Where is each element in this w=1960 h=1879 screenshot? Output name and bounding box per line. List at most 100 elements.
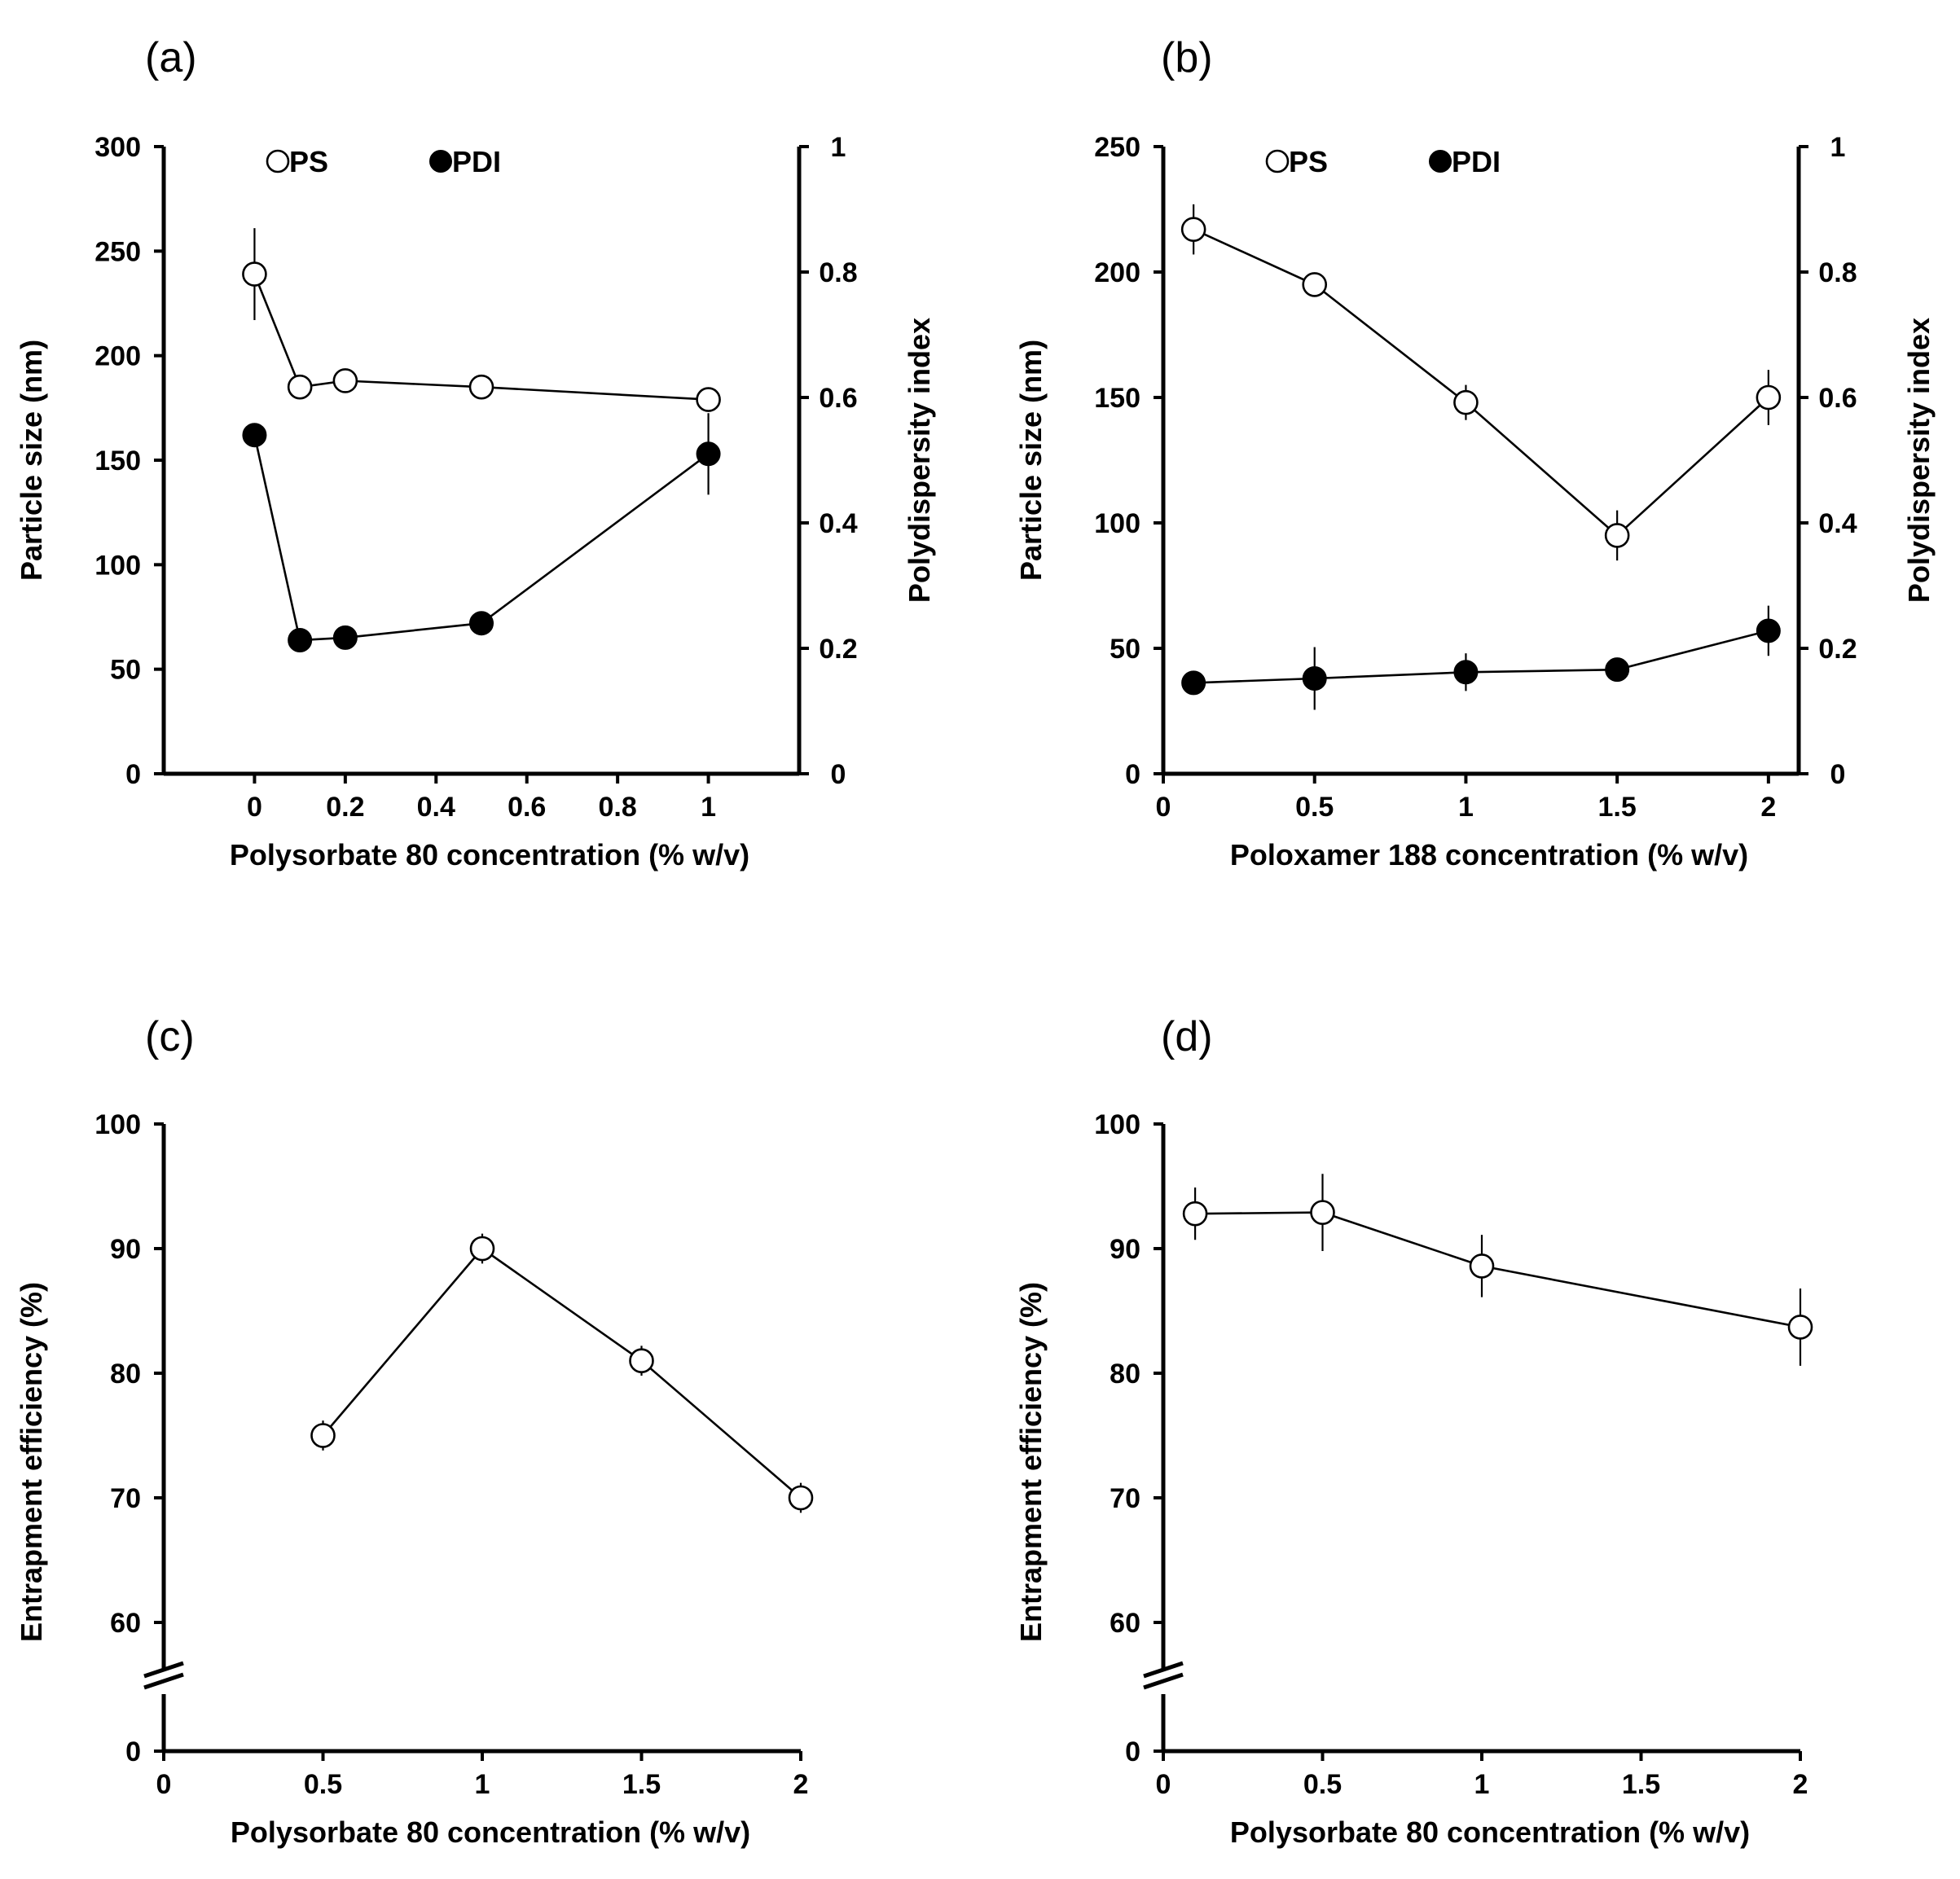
data-point-ee bbox=[1182, 1201, 1208, 1227]
x-tick-label: 0.8 bbox=[599, 792, 637, 823]
x-tick-label: 1.5 bbox=[1598, 792, 1637, 823]
y-tick-label: 90 bbox=[110, 1234, 141, 1265]
y-right-tick-label: 0.8 bbox=[1818, 257, 1857, 288]
data-point-pdi bbox=[696, 441, 721, 467]
x-tick-label: 1 bbox=[1458, 792, 1474, 823]
x-tick-label: 0 bbox=[156, 1769, 172, 1800]
data-point-ee bbox=[629, 1348, 654, 1373]
series-line-ee bbox=[322, 1247, 802, 1499]
data-point-ps bbox=[1180, 217, 1206, 242]
x-axis-title: Polysorbate 80 concentration (% w/v) bbox=[231, 1815, 750, 1849]
data-point-pdi bbox=[332, 625, 358, 650]
y-right-tick-label: 0.8 bbox=[819, 257, 857, 288]
y-tick-label: 80 bbox=[110, 1359, 141, 1389]
series-line-ee bbox=[1195, 1211, 1801, 1328]
legend-marker bbox=[266, 149, 290, 173]
y-tick-label: 0 bbox=[1125, 1736, 1140, 1767]
y-tick-label: 60 bbox=[110, 1608, 141, 1639]
y-tick-label: 100 bbox=[1094, 1109, 1140, 1140]
axis-break-mark bbox=[143, 1672, 184, 1690]
legend-marker bbox=[1265, 149, 1290, 173]
data-point-pdi bbox=[1605, 657, 1630, 683]
x-tick-label: 2 bbox=[1793, 1769, 1808, 1800]
x-tick-label: 1 bbox=[475, 1769, 490, 1800]
x-tick-label: 1.5 bbox=[622, 1769, 661, 1800]
data-point-ps bbox=[696, 387, 721, 412]
y-tick-label: 100 bbox=[94, 1109, 141, 1140]
x-axis-title: Poloxamer 188 concentration (% w/v) bbox=[1230, 838, 1748, 871]
panel-label: (b) bbox=[1161, 34, 1213, 81]
series-line-pdi bbox=[253, 434, 710, 642]
y-right-tick-label: 0.6 bbox=[1818, 383, 1857, 414]
data-point-pdi bbox=[1302, 665, 1327, 691]
data-point-ee bbox=[310, 1423, 336, 1448]
x-tick-label: 0 bbox=[247, 792, 262, 823]
data-point-ps bbox=[1756, 384, 1782, 410]
data-point-ps bbox=[332, 368, 358, 393]
data-point-ps bbox=[242, 261, 267, 287]
y-tick-label: 200 bbox=[94, 341, 141, 372]
y-tick-label: 100 bbox=[94, 550, 141, 581]
series-line-pdi bbox=[1193, 630, 1769, 684]
y-tick-label: 70 bbox=[1110, 1483, 1140, 1514]
legend-marker bbox=[429, 150, 452, 173]
panel-label: (d) bbox=[1161, 1013, 1213, 1060]
y-tick-label: 70 bbox=[110, 1483, 141, 1514]
x-tick-label: 0.6 bbox=[508, 792, 546, 823]
y-right-tick-label: 1 bbox=[831, 132, 846, 163]
y-tick-label: 150 bbox=[94, 446, 141, 476]
legend-label: PS bbox=[1289, 145, 1328, 178]
y-axis-right-title: Polydispersity index bbox=[903, 318, 936, 603]
x-tick-label: 0.5 bbox=[1295, 792, 1334, 823]
legend-marker bbox=[1429, 150, 1452, 173]
y-right-tick-label: 0.4 bbox=[819, 508, 857, 539]
chart-panel-b: (b) 0 50 100 150 200 250 0 0.2 0.4 0.6 0.8 1 0 0.5 1 1.5… bbox=[1014, 34, 1936, 871]
panel-label: (c) bbox=[145, 1013, 195, 1060]
axis-break-mark bbox=[1143, 1661, 1184, 1679]
data-point-pdi bbox=[242, 423, 267, 448]
x-tick-label: 0.5 bbox=[1303, 1769, 1342, 1800]
y-axis-title: Particle size (nm) bbox=[15, 340, 48, 581]
panel-label: (a) bbox=[145, 34, 197, 81]
y-tick-label: 200 bbox=[1094, 257, 1140, 288]
data-point-ee bbox=[1787, 1315, 1813, 1340]
x-tick-label: 2 bbox=[1760, 792, 1776, 823]
data-point-pdi bbox=[1453, 660, 1479, 685]
x-tick-label: 1 bbox=[701, 792, 716, 823]
data-point-ee bbox=[1310, 1200, 1335, 1225]
y-tick-label: 0 bbox=[125, 1736, 141, 1767]
data-point-ee bbox=[469, 1236, 495, 1262]
series-line-ps bbox=[1193, 228, 1769, 538]
data-point-ee bbox=[1469, 1253, 1495, 1279]
y-right-tick-label: 0.6 bbox=[819, 383, 857, 414]
x-tick-label: 0 bbox=[1156, 792, 1171, 823]
legend-label: PDI bbox=[452, 145, 501, 178]
y-axis-title: Entrapment efficiency (%) bbox=[15, 1282, 48, 1642]
data-point-ee bbox=[788, 1485, 814, 1511]
chart-panel-c: (c) 0 60 70 80 90 100 0 0.5 1 1.5 2 Polysorbate 80 c… bbox=[15, 1013, 814, 1849]
y-tick-label: 300 bbox=[94, 132, 141, 163]
y-tick-label: 250 bbox=[1094, 132, 1140, 163]
y-axis-right-title: Polydispersity index bbox=[1902, 318, 1936, 603]
data-point-pdi bbox=[1756, 618, 1781, 643]
axis-break-mark bbox=[143, 1661, 184, 1679]
y-right-tick-label: 0.2 bbox=[1818, 634, 1857, 665]
data-point-ps bbox=[1302, 272, 1328, 297]
y-right-tick-label: 0 bbox=[831, 759, 846, 790]
data-point-pdi bbox=[288, 627, 313, 652]
x-tick-label: 0.5 bbox=[304, 1769, 342, 1800]
axis-break-mark bbox=[1143, 1672, 1184, 1690]
y-axis-title: Particle size (nm) bbox=[1014, 340, 1048, 581]
data-point-ps bbox=[1604, 523, 1630, 548]
legend-label: PDI bbox=[1452, 145, 1501, 178]
y-tick-label: 50 bbox=[110, 655, 141, 686]
y-right-tick-label: 0 bbox=[1830, 759, 1846, 790]
y-tick-label: 50 bbox=[1110, 634, 1140, 665]
x-tick-label: 2 bbox=[793, 1769, 809, 1800]
chart-panel-d: (d) 0 60 70 80 90 100 0 0.5 1 1.5 2 Polysorbate 80 c… bbox=[1014, 1013, 1813, 1849]
chart-panel-a: (a) 0 50 100 150 200 250 300 0 0.2 0.4 0.6 0.8 1 0 0.2 0… bbox=[15, 34, 936, 871]
legend-label: PS bbox=[289, 145, 328, 178]
y-tick-label: 80 bbox=[1110, 1359, 1140, 1389]
y-tick-label: 90 bbox=[1110, 1234, 1140, 1265]
